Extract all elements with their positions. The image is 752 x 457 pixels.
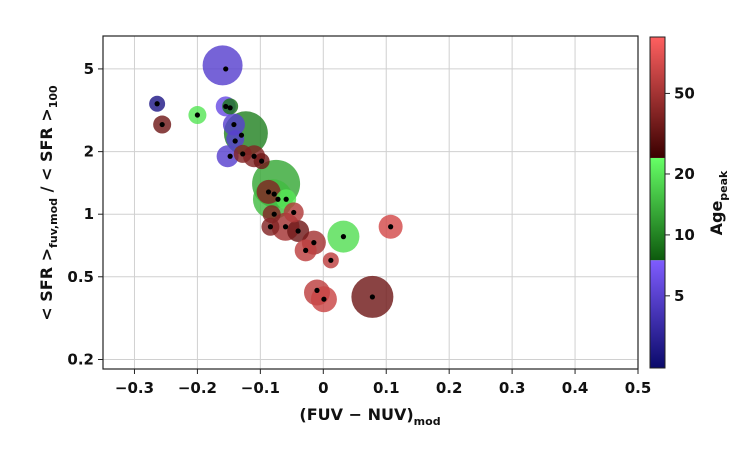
y-tick-label: 5 [84, 60, 94, 78]
data-point-center [271, 191, 277, 197]
x-tick-label: −0.1 [241, 379, 280, 397]
colorbar [650, 37, 665, 368]
colorbar-segment [650, 260, 665, 368]
y-axis-ticks: 0.2 0.5 1 2 5 [67, 60, 103, 368]
data-point-center [159, 121, 165, 128]
x-axis-label: (FUV − NUV)mod [299, 405, 440, 428]
data-point-center [227, 105, 233, 111]
data-point-center [314, 287, 320, 293]
colorbar-segment [650, 157, 665, 261]
data-point-center [232, 138, 238, 144]
data-point-center [227, 153, 233, 159]
data-point-center [259, 158, 265, 164]
colorbar-tick-label: 5 [674, 287, 684, 305]
data-point-center [275, 196, 281, 202]
colorbar-label-main: Age [707, 201, 726, 236]
data-point-center [223, 103, 229, 110]
data-point-center [231, 121, 237, 128]
y-axis-label-part1: < SFR > [37, 248, 56, 321]
colorbar-segment [650, 37, 665, 158]
y-tick-label: 2 [84, 143, 94, 161]
data-point-center [194, 112, 201, 118]
data-point-center [154, 101, 160, 107]
data-point-center [340, 234, 347, 240]
x-tick-label: 0.4 [562, 379, 589, 397]
y-axis-label-sub1: fuv,mod [47, 198, 60, 248]
y-axis-label-part2: / < SFR > [37, 108, 56, 198]
data-point-center [265, 189, 272, 195]
y-tick-label: 0.5 [67, 268, 94, 286]
data-point-center [291, 209, 297, 216]
data-point-center [251, 153, 257, 159]
colorbar-label-sub: peak [717, 170, 730, 201]
data-point-center [311, 240, 317, 246]
grid-lines [103, 36, 639, 369]
colorbar-label: Agepeak [707, 170, 730, 235]
x-tick-label: 0.1 [373, 379, 400, 397]
x-tick-label: 0.5 [625, 379, 652, 397]
y-axis-label: < SFR >fuv,mod / < SFR >100 [37, 85, 60, 321]
data-point-center [328, 257, 334, 263]
y-axis-label-sub2: 100 [47, 85, 60, 108]
x-tick-label: −0.2 [178, 379, 217, 397]
data-point-center [282, 224, 289, 230]
data-point [202, 45, 243, 86]
x-tick-label: 0.2 [436, 379, 463, 397]
y-tick-label: 1 [84, 205, 94, 223]
x-axis-label-sub: mod [414, 415, 441, 428]
data-point-center [321, 296, 327, 302]
plot-frame [102, 35, 639, 370]
x-tick-label: −0.3 [115, 379, 154, 397]
data-point-center [271, 211, 277, 217]
data-point-center [238, 132, 245, 138]
data-point-center [223, 66, 229, 72]
y-tick-label: 0.2 [67, 350, 94, 368]
colorbar-frame [649, 36, 666, 369]
data-point-center [303, 247, 309, 253]
x-tick-label: 0 [318, 379, 328, 397]
colorbar-tick-label: 50 [674, 84, 695, 102]
colorbar-tick-label: 10 [674, 226, 695, 244]
data-point-center [267, 224, 274, 230]
data-point-center [369, 294, 375, 300]
data-point-center [240, 151, 246, 157]
data-point-center [283, 196, 289, 202]
x-axis-label-main: (FUV − NUV) [299, 405, 413, 424]
point-centers [154, 66, 394, 302]
x-axis-ticks: −0.3 −0.2 −0.1 0 0.1 0.2 0.3 0.4 0.5 [115, 369, 651, 397]
colorbar-ticks: 5 10 20 50 [665, 84, 695, 305]
data-point-center [295, 228, 301, 234]
x-tick-label: 0.3 [499, 379, 526, 397]
colorbar-tick-label: 20 [674, 165, 695, 183]
data-point-center [388, 224, 394, 230]
